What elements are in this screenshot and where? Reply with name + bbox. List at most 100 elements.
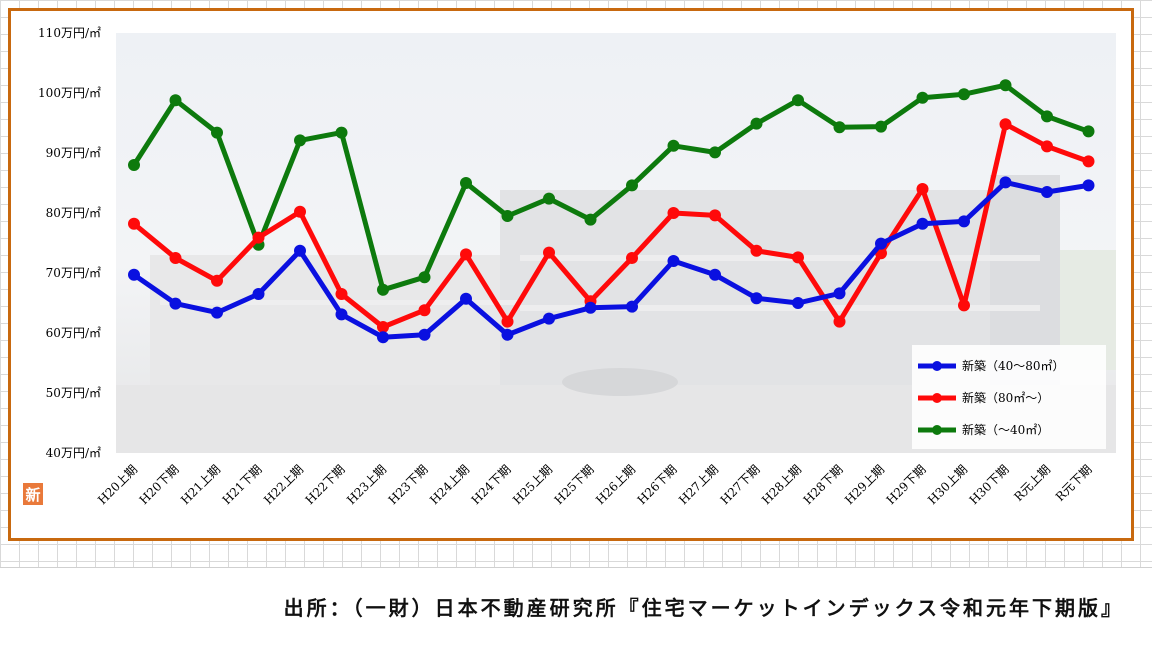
data-point — [999, 79, 1012, 92]
series-group — [128, 176, 1095, 344]
x-tick-label: H27上期 — [676, 462, 721, 507]
x-tick-label: H26上期 — [593, 462, 638, 507]
source-caption: 出所：（一財）日本不動産研究所『住宅マーケットインデックス令和元年下期版』 — [283, 596, 1124, 620]
data-point — [501, 210, 514, 222]
data-point — [875, 237, 887, 250]
x-tick-label: H25上期 — [510, 462, 555, 507]
data-point — [252, 231, 265, 244]
photo-balcony-3 — [160, 300, 520, 305]
x-tick-label: H30下期 — [967, 462, 1012, 507]
data-point — [377, 331, 389, 344]
data-point — [418, 271, 431, 284]
y-tick-label: 40万円/㎡ — [46, 446, 101, 460]
data-point — [1082, 155, 1095, 168]
data-point — [1082, 125, 1095, 138]
new-badge-label: 新 — [25, 486, 40, 504]
legend-label: 新築（40～80㎡） — [962, 358, 1065, 373]
data-point — [128, 159, 140, 171]
data-point — [418, 328, 431, 341]
data-point — [1041, 186, 1053, 198]
data-point — [128, 217, 140, 230]
data-point — [833, 287, 846, 300]
data-point — [501, 328, 514, 341]
data-point — [792, 297, 804, 309]
data-point — [750, 117, 763, 130]
data-point — [626, 252, 638, 264]
y-tick-label: 90万円/㎡ — [46, 146, 101, 160]
series-group — [128, 79, 1095, 296]
legend-marker — [932, 393, 942, 403]
y-tick-label: 80万円/㎡ — [46, 206, 101, 220]
x-tick-label: H21下期 — [220, 462, 265, 507]
legend-label: 新築（～40㎡） — [962, 422, 1049, 437]
y-tick-label: 60万円/㎡ — [46, 326, 101, 340]
x-tick-label: H24上期 — [427, 462, 472, 507]
data-point — [584, 301, 597, 314]
x-tick-label: H28上期 — [759, 462, 804, 507]
series-line — [131, 82, 1091, 293]
y-axis: 40万円/㎡ 50万円/㎡ 60万円/㎡ 70万円/㎡ 80万円/㎡ 90万円/㎡ 100万… — [38, 26, 101, 460]
data-point — [377, 283, 389, 296]
data-point — [418, 304, 431, 317]
data-point — [169, 252, 182, 264]
data-point — [543, 312, 555, 325]
data-point — [750, 244, 763, 257]
data-point — [460, 248, 472, 261]
data-point — [750, 292, 763, 305]
data-point — [709, 268, 721, 281]
y-tick-label: 100万円/㎡ — [38, 86, 101, 100]
new-badge-box — [23, 483, 43, 505]
x-tick-label: H20上期 — [95, 462, 140, 507]
new-badge: 新 — [23, 483, 43, 505]
x-axis: H20上期H20下期H21上期H21下期H22上期H22下期H23上期H23下期… — [95, 462, 1095, 507]
data-point — [916, 217, 929, 230]
data-point — [211, 306, 223, 319]
x-tick-label: H30上期 — [925, 462, 970, 507]
data-point — [501, 315, 514, 328]
data-point — [1082, 179, 1095, 192]
series-layer — [128, 79, 1095, 344]
data-point — [958, 88, 970, 101]
x-tick-label: H23下期 — [386, 462, 431, 507]
photo-car — [562, 368, 678, 396]
data-point — [584, 213, 597, 226]
x-tick-label: H26下期 — [635, 462, 680, 507]
x-tick-label: R元上期 — [1011, 462, 1053, 504]
data-point — [792, 94, 804, 107]
x-tick-label: H24下期 — [469, 462, 514, 507]
data-point — [169, 94, 182, 107]
legend: 新築（40～80㎡） 新築（80㎡～） 新築（～40㎡） — [912, 345, 1106, 449]
x-tick-label: H28下期 — [801, 462, 846, 507]
data-point — [294, 244, 306, 257]
y-tick-label: 50万円/㎡ — [46, 386, 101, 400]
data-point — [667, 255, 680, 267]
data-point — [211, 274, 223, 287]
x-tick-label: H27下期 — [718, 462, 763, 507]
data-point — [792, 251, 804, 264]
data-point — [460, 177, 472, 189]
series-line — [131, 179, 1091, 340]
x-tick-label: H23上期 — [344, 462, 389, 507]
data-point — [169, 297, 182, 310]
data-point — [958, 299, 970, 312]
legend-marker — [932, 361, 942, 371]
legend-marker — [932, 425, 942, 435]
photo-balcony-1 — [520, 255, 1040, 261]
data-point — [543, 246, 555, 259]
data-point — [335, 288, 348, 300]
series-line — [131, 121, 1091, 330]
y-tick-label: 70万円/㎡ — [46, 266, 101, 280]
data-point — [833, 121, 846, 134]
data-point — [543, 192, 555, 205]
data-point — [667, 139, 680, 152]
x-tick-label: H25下期 — [552, 462, 597, 507]
x-tick-label: R元下期 — [1053, 462, 1095, 504]
data-point — [999, 176, 1012, 189]
data-point — [916, 91, 929, 104]
data-point — [709, 146, 721, 159]
data-point — [709, 209, 721, 222]
data-point — [211, 126, 223, 139]
data-point — [377, 321, 389, 333]
data-point — [460, 292, 472, 305]
